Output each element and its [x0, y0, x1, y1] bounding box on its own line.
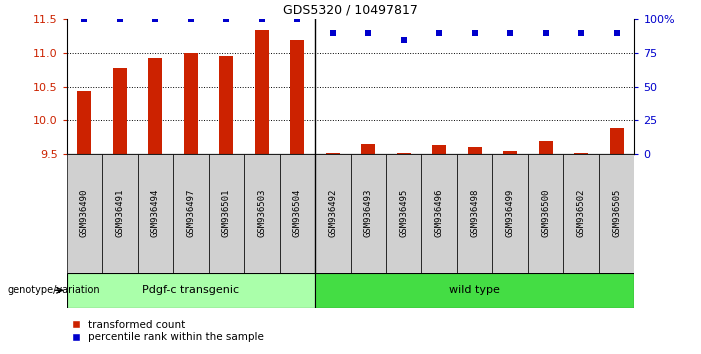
Bar [326, 153, 340, 154]
Bar [315, 154, 350, 273]
Text: GSM936500: GSM936500 [541, 189, 550, 238]
Bar [564, 154, 599, 273]
Point [292, 17, 303, 22]
Bar [219, 57, 233, 154]
Text: GSM936493: GSM936493 [364, 189, 373, 238]
Text: genotype/variation: genotype/variation [7, 285, 100, 295]
Point [469, 30, 480, 36]
Text: GSM936503: GSM936503 [257, 189, 266, 238]
Point [150, 17, 161, 22]
Text: GSM936499: GSM936499 [505, 189, 515, 238]
Text: GSM936491: GSM936491 [116, 189, 124, 238]
Bar [599, 154, 634, 273]
Bar [290, 40, 304, 154]
Point [398, 37, 409, 42]
Text: GSM936490: GSM936490 [80, 189, 89, 238]
Bar [184, 53, 198, 154]
Point [79, 17, 90, 22]
Text: GSM936501: GSM936501 [222, 189, 231, 238]
Text: GSM936504: GSM936504 [293, 189, 301, 238]
Point [327, 30, 339, 36]
Bar [67, 273, 315, 308]
Bar [468, 147, 482, 154]
Bar [432, 145, 447, 154]
Bar [102, 154, 137, 273]
Point [221, 17, 232, 22]
Point [576, 30, 587, 36]
Text: GSM936497: GSM936497 [186, 189, 196, 238]
Bar [421, 154, 457, 273]
Bar [361, 144, 375, 154]
Text: GSM936498: GSM936498 [470, 189, 479, 238]
Bar [209, 154, 244, 273]
Bar [386, 154, 421, 273]
Point [185, 17, 196, 22]
Point [505, 30, 516, 36]
Bar [350, 154, 386, 273]
Bar [280, 154, 315, 273]
Bar [148, 58, 163, 154]
Bar [254, 30, 269, 154]
Bar [77, 91, 91, 154]
Bar [538, 141, 553, 154]
Bar [528, 154, 564, 273]
Point [256, 17, 267, 22]
Text: GSM936505: GSM936505 [612, 189, 621, 238]
Bar [503, 150, 517, 154]
Point [114, 17, 125, 22]
Text: wild type: wild type [449, 285, 500, 295]
Bar [173, 154, 209, 273]
Bar [67, 154, 102, 273]
Bar [492, 154, 528, 273]
Bar [137, 154, 173, 273]
Point [362, 30, 374, 36]
Point [611, 30, 622, 36]
Bar [244, 154, 280, 273]
Bar [610, 129, 624, 154]
Text: GSM936494: GSM936494 [151, 189, 160, 238]
Bar [457, 154, 492, 273]
Text: GSM936502: GSM936502 [577, 189, 585, 238]
Text: GSM936492: GSM936492 [328, 189, 337, 238]
Point [434, 30, 445, 36]
Bar [113, 68, 127, 154]
Text: Pdgf-c transgenic: Pdgf-c transgenic [142, 285, 239, 295]
Text: GSM936495: GSM936495 [400, 189, 408, 238]
Legend: transformed count, percentile rank within the sample: transformed count, percentile rank withi… [72, 320, 264, 342]
Point [540, 30, 551, 36]
Bar [397, 153, 411, 154]
Text: GSM936496: GSM936496 [435, 189, 444, 238]
Bar [315, 273, 634, 308]
Bar [574, 153, 588, 154]
Title: GDS5320 / 10497817: GDS5320 / 10497817 [283, 4, 418, 17]
